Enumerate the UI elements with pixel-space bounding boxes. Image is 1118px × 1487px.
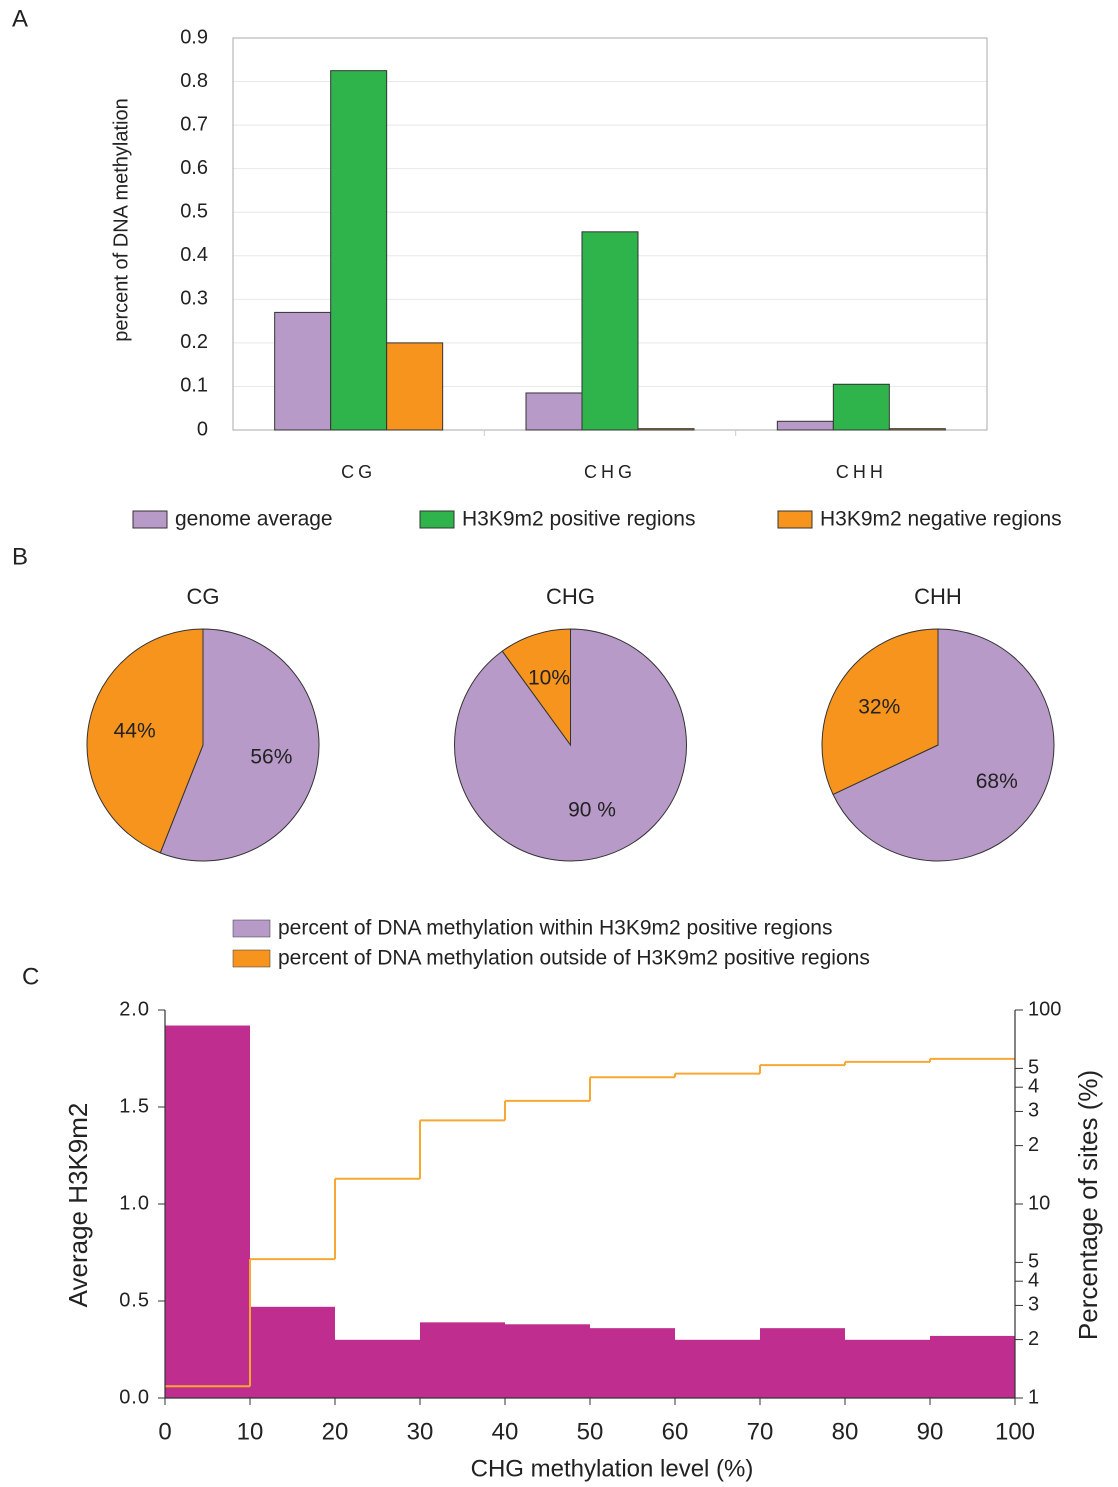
pie-slice: [86, 628, 204, 854]
bar: [637, 428, 695, 431]
y2-tick-label: 3: [1028, 1294, 1039, 1316]
x-tick-label: 30: [407, 1418, 434, 1445]
legend-label: H3K9m2 positive regions: [462, 508, 695, 531]
value-label: 56%: [250, 746, 292, 769]
bar: [832, 383, 890, 431]
y-tick-label: 0.8: [180, 70, 208, 92]
x-tick-label: 20: [322, 1418, 349, 1445]
legend-swatch: [132, 510, 168, 529]
y-axis-title: percent of DNA methylation: [110, 98, 132, 341]
panel-label: A: [12, 5, 28, 32]
bar: [888, 428, 946, 431]
y2-tick-label: 2: [1028, 1134, 1039, 1156]
bar: [525, 392, 583, 431]
y-tick-label: 0.6: [180, 157, 208, 179]
pie-title: CHG: [546, 584, 595, 609]
y-tick-label: 1.0: [119, 1192, 150, 1214]
bar: [505, 1324, 590, 1398]
pie-title: CG: [187, 584, 220, 609]
x-tick-label: CG: [341, 462, 376, 482]
pie-slice: [501, 628, 571, 747]
pie-title: CHH: [914, 584, 962, 609]
x-tick-label: 80: [832, 1418, 859, 1445]
bar: [386, 342, 444, 431]
bar: [930, 1335, 1015, 1398]
y-tick-label: 0.3: [180, 288, 208, 310]
x-axis-title: CHG methylation level (%): [471, 1455, 754, 1482]
y-tick-label: 0.9: [180, 26, 208, 48]
pie-slice: [159, 628, 320, 862]
y-tick-label: 0.0: [119, 1386, 150, 1408]
y2-tick-label: 10: [1028, 1192, 1050, 1214]
value-label: 44%: [114, 720, 156, 743]
y-tick-label: 0.5: [119, 1289, 150, 1311]
y-tick-label: 0: [197, 418, 208, 440]
bar: [776, 420, 834, 431]
y2-tick-label: 4: [1028, 1075, 1039, 1097]
y-axis-title: Average H3K9m2: [63, 1103, 93, 1308]
x-tick-label: CHH: [836, 462, 887, 482]
value-label: 68%: [976, 770, 1018, 793]
pie-slice: [832, 628, 1055, 862]
legend-swatch: [777, 510, 813, 529]
bar: [420, 1322, 505, 1398]
x-tick-label: 60: [662, 1418, 689, 1445]
y-tick-label: 0.4: [180, 244, 208, 266]
panel-label: B: [12, 543, 28, 570]
bar: [581, 231, 639, 431]
legend-swatch: [419, 510, 455, 529]
x-tick-label: 70: [747, 1418, 774, 1445]
y-tick-label: 0.5: [180, 201, 208, 223]
panel-label: C: [22, 963, 39, 990]
legend-swatch: [232, 919, 271, 938]
bar: [165, 1025, 250, 1398]
x-tick-label: 90: [917, 1418, 944, 1445]
legend-label: percent of DNA methylation outside of H3…: [278, 947, 870, 970]
y-tick-label: 0.2: [180, 331, 208, 353]
y2-axis-title: Percentage of sites (%): [1073, 1070, 1103, 1340]
x-tick-label: 0: [158, 1418, 171, 1445]
bar: [675, 1339, 760, 1398]
y2-tick-label: 5: [1028, 1251, 1039, 1273]
legend-swatch: [232, 949, 271, 968]
y2-tick-label: 4: [1028, 1269, 1039, 1291]
y2-tick-label: 100: [1028, 998, 1061, 1020]
y-tick-label: 0.7: [180, 113, 208, 135]
y2-tick-label: 2: [1028, 1328, 1039, 1350]
value-label: 10%: [528, 666, 570, 689]
y2-tick-label: 3: [1028, 1100, 1039, 1122]
y-tick-label: 0.1: [180, 375, 208, 397]
y-tick-label: 1.5: [119, 1095, 150, 1117]
x-tick-label: 40: [492, 1418, 519, 1445]
bar: [330, 70, 388, 431]
legend-label: H3K9m2 negative regions: [820, 508, 1062, 531]
bar: [250, 1306, 335, 1398]
bar: [845, 1339, 930, 1398]
value-label: 90 %: [568, 799, 616, 822]
bar: [760, 1328, 845, 1398]
legend-label: percent of DNA methylation within H3K9m2…: [278, 917, 832, 940]
legend-label: genome average: [175, 508, 333, 531]
x-tick-label: 100: [995, 1418, 1035, 1445]
bar: [274, 311, 332, 431]
y-tick-label: 2.0: [119, 998, 150, 1020]
y2-tick-label: 5: [1028, 1057, 1039, 1079]
value-label: 32%: [858, 695, 900, 718]
bar: [590, 1328, 675, 1398]
x-tick-label: 10: [237, 1418, 264, 1445]
x-tick-label: CHG: [584, 462, 636, 482]
x-tick-label: 50: [577, 1418, 604, 1445]
bar: [335, 1339, 420, 1398]
y2-tick-label: 1: [1028, 1386, 1039, 1408]
pie-slice: [821, 628, 939, 796]
